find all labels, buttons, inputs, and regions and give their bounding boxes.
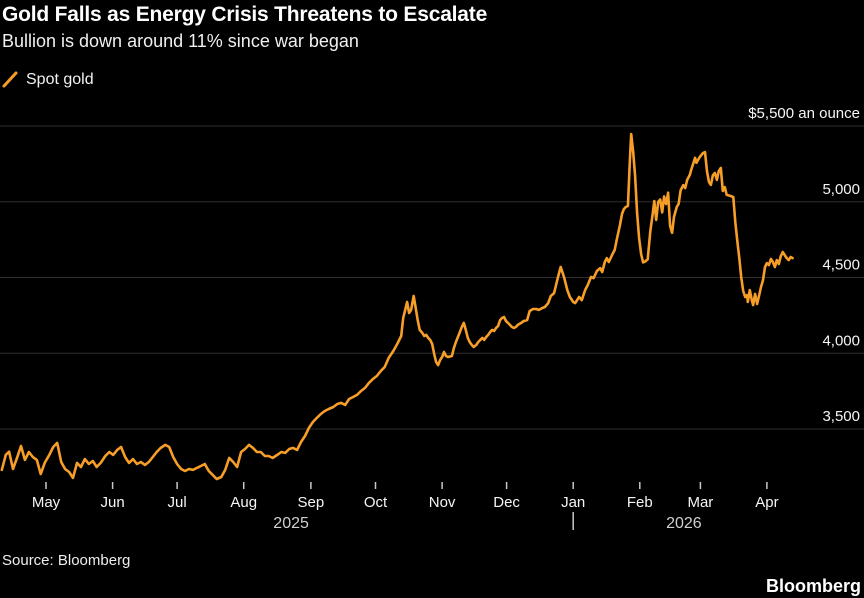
x-tick-label-Feb: Feb	[627, 494, 653, 511]
legend-label-spot-gold: Spot gold	[26, 70, 94, 88]
y-tick-label-5500: $5,500 an ounce	[748, 105, 860, 122]
x-tick-label-May: May	[32, 494, 61, 511]
bloomberg-logo: Bloomberg	[765, 576, 861, 596]
year-label-2026: 2026	[666, 515, 702, 532]
x-tick-label-Dec: Dec	[493, 494, 520, 511]
y-tick-label-3500: 3,500	[822, 408, 860, 425]
spot-gold-line-icon	[2, 71, 18, 88]
x-tick-label-Nov: Nov	[429, 494, 456, 511]
x-axis: May Jun Jul Aug Sep Oct Nov Dec Jan Feb Mar Apr	[32, 482, 779, 511]
x-tick-label-Jan: Jan	[561, 494, 585, 511]
price-chart: $5,500 an ounce 5,000 4,500 4,000 3,500 May Ju…	[0, 105, 864, 532]
x-tick-label-Sep: Sep	[298, 494, 325, 511]
spot-gold-line	[0, 132, 794, 481]
x-tick-label-Apr: Apr	[755, 494, 778, 511]
y-axis-labels: $5,500 an ounce 5,000 4,500 4,000 3,500	[748, 105, 860, 425]
legend: Spot gold	[2, 70, 94, 89]
year-labels: 2025 2026	[273, 512, 702, 532]
x-tick-label-Jun: Jun	[101, 494, 125, 511]
x-tick-label-Aug: Aug	[230, 494, 257, 511]
chart-title: Gold Falls as Energy Crisis Threatens to…	[2, 3, 488, 26]
y-tick-label-4500: 4,500	[822, 257, 860, 274]
x-tick-label-Oct: Oct	[364, 494, 388, 511]
y-tick-label-5000: 5,000	[822, 181, 860, 198]
x-tick-label-Mar: Mar	[687, 494, 713, 511]
source-note: Source: Bloomberg	[2, 552, 131, 569]
x-tick-label-Jul: Jul	[168, 494, 187, 511]
year-label-2025: 2025	[273, 515, 309, 532]
chart-subtitle: Bullion is down around 11% since war beg…	[2, 31, 359, 51]
y-tick-label-4000: 4,000	[822, 332, 860, 349]
gridlines	[0, 125, 864, 430]
